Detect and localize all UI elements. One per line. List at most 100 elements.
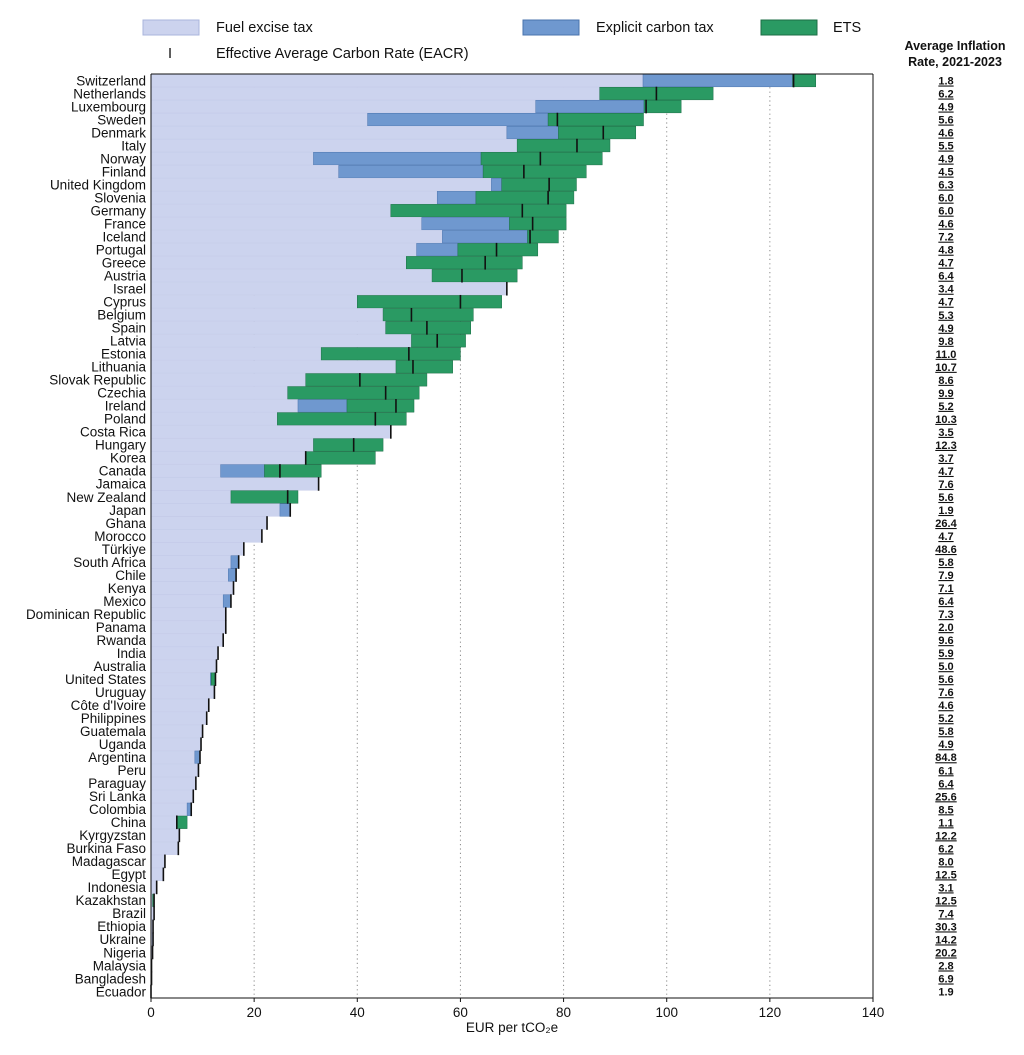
bar-ets-belgium <box>382 308 474 322</box>
inflation-value-cote-d-ivoire: 4.6 <box>938 700 953 712</box>
legend-label-fuel-excise: Fuel excise tax <box>216 20 313 36</box>
country-label-sweden: Sweden <box>97 112 146 127</box>
bar-carbon-luxembourg <box>535 99 645 114</box>
country-label-italy: Italy <box>121 138 146 153</box>
bar-fuel-luxembourg <box>150 99 536 114</box>
inflation-value-egypt: 12.5 <box>935 869 956 881</box>
bar-ets-iceland <box>527 230 559 244</box>
bar-fuel-rwanda <box>150 633 224 647</box>
inflation-value-sweden: 5.6 <box>938 115 953 127</box>
bar-ets-korea <box>305 451 376 465</box>
bar-fuel-dominican-republic <box>150 607 227 621</box>
inflation-value-ecuador: 1.9 <box>938 986 953 998</box>
inflation-value-philippines: 5.2 <box>938 713 953 725</box>
inflation-value-ukraine: 14.2 <box>935 934 956 946</box>
country-label-peru: Peru <box>117 763 146 778</box>
bar-fuel-hungary <box>150 438 314 452</box>
inflation-value-chile: 7.9 <box>938 570 953 582</box>
bar-ets-denmark <box>558 126 637 140</box>
inflation-value-belgium: 5.3 <box>938 310 953 322</box>
inflation-value-lithuania: 10.7 <box>935 362 956 374</box>
inflation-value-malaysia: 2.8 <box>938 960 953 972</box>
bar-fuel-madagascar <box>150 854 166 868</box>
bar-fuel-india <box>150 646 219 660</box>
bar-ets-norway <box>480 152 603 166</box>
bar-ets-czechia <box>287 386 420 400</box>
bar-ets-spain <box>385 321 471 335</box>
legend-swatch-carbon-tax <box>522 19 580 36</box>
country-label-indonesia: Indonesia <box>87 880 146 895</box>
inflation-value-kazakhstan: 12.5 <box>935 895 956 907</box>
legend-label-eacr: Effective Average Carbon Rate (EACR) <box>216 46 469 62</box>
country-label-morocco: Morocco <box>94 529 146 544</box>
x-tick-label-100: 100 <box>655 1005 678 1020</box>
country-label-ireland: Ireland <box>105 399 146 414</box>
bar-fuel-panama <box>150 620 227 634</box>
bar-carbon-portugal <box>416 243 459 257</box>
country-label-united-kingdom: United Kingdom <box>50 177 146 192</box>
bar-ets-switzerland <box>792 73 817 88</box>
bar-fuel-mexico <box>150 594 224 608</box>
country-label-jamaica: Jamaica <box>96 477 147 492</box>
bar-carbon-canada <box>220 464 265 478</box>
country-label-estonia: Estonia <box>101 347 147 362</box>
inflation-value-kenya: 7.1 <box>938 583 953 595</box>
bar-fuel-egypt <box>150 867 164 881</box>
bar-carbon-finland <box>338 165 484 179</box>
country-label-belgium: Belgium <box>97 308 146 323</box>
bar-ets-latvia <box>411 334 466 348</box>
inflation-value-bangladesh: 6.9 <box>938 973 953 985</box>
eacr-markers <box>150 73 795 999</box>
bar-fuel-uganda <box>150 737 202 751</box>
bars <box>150 73 817 986</box>
bar-fuel-france <box>150 217 422 231</box>
inflation-value-ethiopia: 30.3 <box>935 921 956 933</box>
inflation-value-finland: 4.5 <box>938 167 953 179</box>
country-label-india: India <box>117 646 147 661</box>
bar-ets-cyprus <box>357 295 502 309</box>
inflation-value-morocco: 4.7 <box>938 531 953 543</box>
inflation-values: 1.86.24.95.64.65.54.94.56.36.06.04.67.24… <box>935 76 957 999</box>
x-tick-label-80: 80 <box>556 1005 571 1020</box>
bar-fuel-japan <box>150 503 281 517</box>
bar-carbon-denmark <box>506 126 559 140</box>
inflation-value-poland: 10.3 <box>935 414 956 426</box>
bar-fuel-germany <box>150 204 392 218</box>
inflation-value-colombia: 8.5 <box>938 804 953 816</box>
country-label-colombia: Colombia <box>89 802 147 817</box>
inflation-value-austria: 6.4 <box>938 271 954 283</box>
country-label-slovak-republic: Slovak Republic <box>49 373 146 388</box>
bar-fuel-uruguay <box>150 685 215 699</box>
bar-fuel-argentina <box>150 750 196 764</box>
inflation-value-kyrgyzstan: 12.2 <box>935 830 956 842</box>
inflation-value-france: 4.6 <box>938 219 953 231</box>
x-tick-label-20: 20 <box>247 1005 262 1020</box>
inflation-value-iceland: 7.2 <box>938 232 953 244</box>
inflation-value-turkiye: 48.6 <box>935 544 956 556</box>
bar-fuel-indonesia <box>150 880 157 894</box>
inflation-value-panama: 2.0 <box>938 622 953 634</box>
inflation-value-greece: 4.7 <box>938 258 953 270</box>
inflation-value-japan: 1.9 <box>938 505 953 517</box>
country-label-south-africa: South Africa <box>73 555 146 570</box>
inflation-value-latvia: 9.8 <box>938 336 953 348</box>
country-label-kenya: Kenya <box>108 581 147 596</box>
inflation-value-madagascar: 8.0 <box>938 856 953 868</box>
bar-fuel-italy <box>150 139 518 153</box>
country-label-cyprus: Cyprus <box>103 295 146 310</box>
inflation-value-slovenia: 6.0 <box>938 193 953 205</box>
bar-fuel-czechia <box>150 386 288 400</box>
inflation-value-dominican-republic: 7.3 <box>938 609 953 621</box>
x-tick-label-0: 0 <box>147 1005 155 1020</box>
country-label-philippines: Philippines <box>81 711 147 726</box>
country-label-ghana: Ghana <box>105 516 146 531</box>
bar-fuel-sweden <box>150 112 368 127</box>
bar-ets-austria <box>431 269 518 283</box>
country-label-nigeria: Nigeria <box>103 945 146 960</box>
country-label-new-zealand: New Zealand <box>66 490 146 505</box>
inflation-value-czechia: 9.9 <box>938 388 953 400</box>
country-label-australia: Australia <box>93 659 146 674</box>
country-label-dominican-republic: Dominican Republic <box>26 607 146 622</box>
legend-swatch-fuel-excise <box>142 19 200 36</box>
